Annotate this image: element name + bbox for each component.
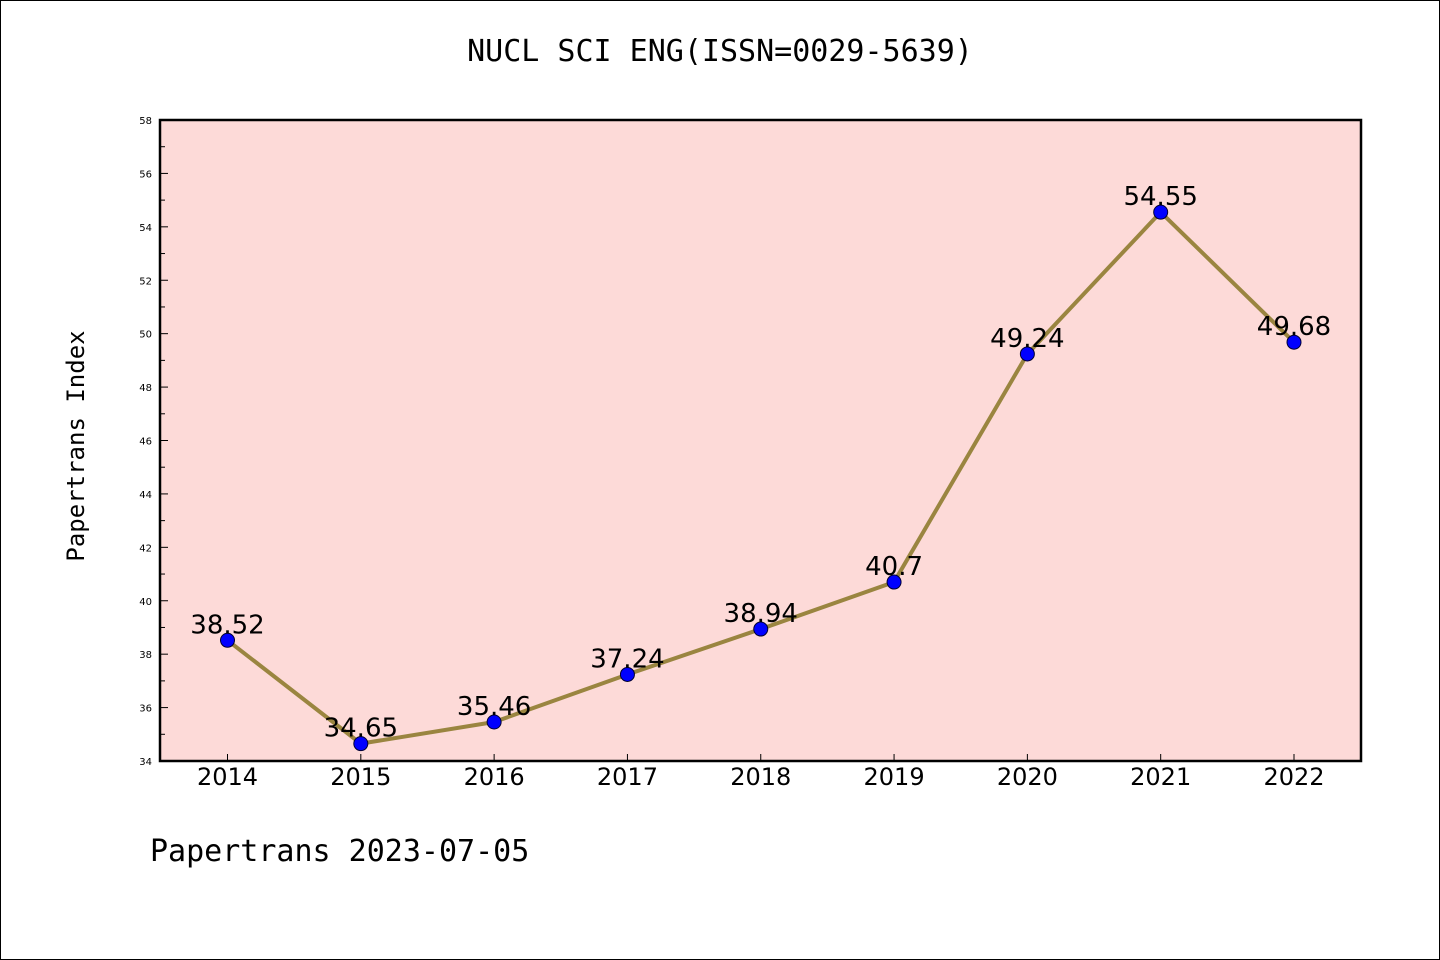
data-point — [753, 621, 769, 637]
x-tick-label: 2019 — [864, 763, 925, 791]
x-tick-label: 2018 — [730, 763, 791, 791]
x-tick-label: 2015 — [330, 763, 391, 791]
data-point — [1153, 204, 1169, 220]
data-point — [486, 714, 502, 730]
data-label: 54.55 — [1123, 182, 1197, 212]
data-label: 34.65 — [324, 714, 398, 744]
data-label: 38.52 — [190, 610, 264, 640]
data-point — [619, 666, 635, 682]
y-tick-label: 38 — [139, 650, 152, 661]
x-tick-label: 2022 — [1263, 763, 1324, 791]
data-label: 40.7 — [865, 552, 923, 582]
y-tick-label: 44 — [139, 490, 152, 501]
y-tick-label: 48 — [139, 383, 152, 394]
y-tick-label: 56 — [139, 169, 152, 180]
chart-title: NUCL SCI ENG(ISSN=0029-5639) — [467, 34, 973, 69]
data-label: 49.68 — [1257, 312, 1331, 342]
x-tick-label: 2020 — [997, 763, 1058, 791]
y-tick-label: 46 — [139, 437, 152, 448]
plot-border — [158, 118, 1363, 763]
data-point — [1019, 346, 1035, 362]
data-label: 35.46 — [457, 692, 531, 722]
data-point — [220, 632, 235, 648]
x-tick-label: 2017 — [597, 763, 658, 791]
data-point — [1286, 334, 1302, 350]
y-tick-label: 54 — [139, 223, 152, 234]
footer-text: Papertrans 2023-07-05 — [150, 834, 530, 869]
y-tick-label: 36 — [139, 704, 152, 715]
y-tick-label: 58 — [139, 116, 152, 127]
y-tick-label: 50 — [139, 330, 152, 341]
plot-area — [160, 120, 1361, 761]
x-tick-label: 2014 — [197, 763, 258, 791]
x-tick-label: 2016 — [464, 763, 525, 791]
data-label: 49.24 — [990, 324, 1064, 354]
data-point — [353, 736, 369, 752]
y-tick-label: 42 — [139, 543, 152, 554]
data-label: 37.24 — [590, 644, 664, 674]
data-label: 38.94 — [724, 599, 798, 629]
data-point — [886, 574, 902, 590]
x-tick-label: 2021 — [1130, 763, 1191, 791]
y-tick-label: 52 — [139, 276, 152, 287]
y-tick-label: 40 — [139, 597, 152, 608]
y-tick-label: 34 — [139, 757, 152, 768]
